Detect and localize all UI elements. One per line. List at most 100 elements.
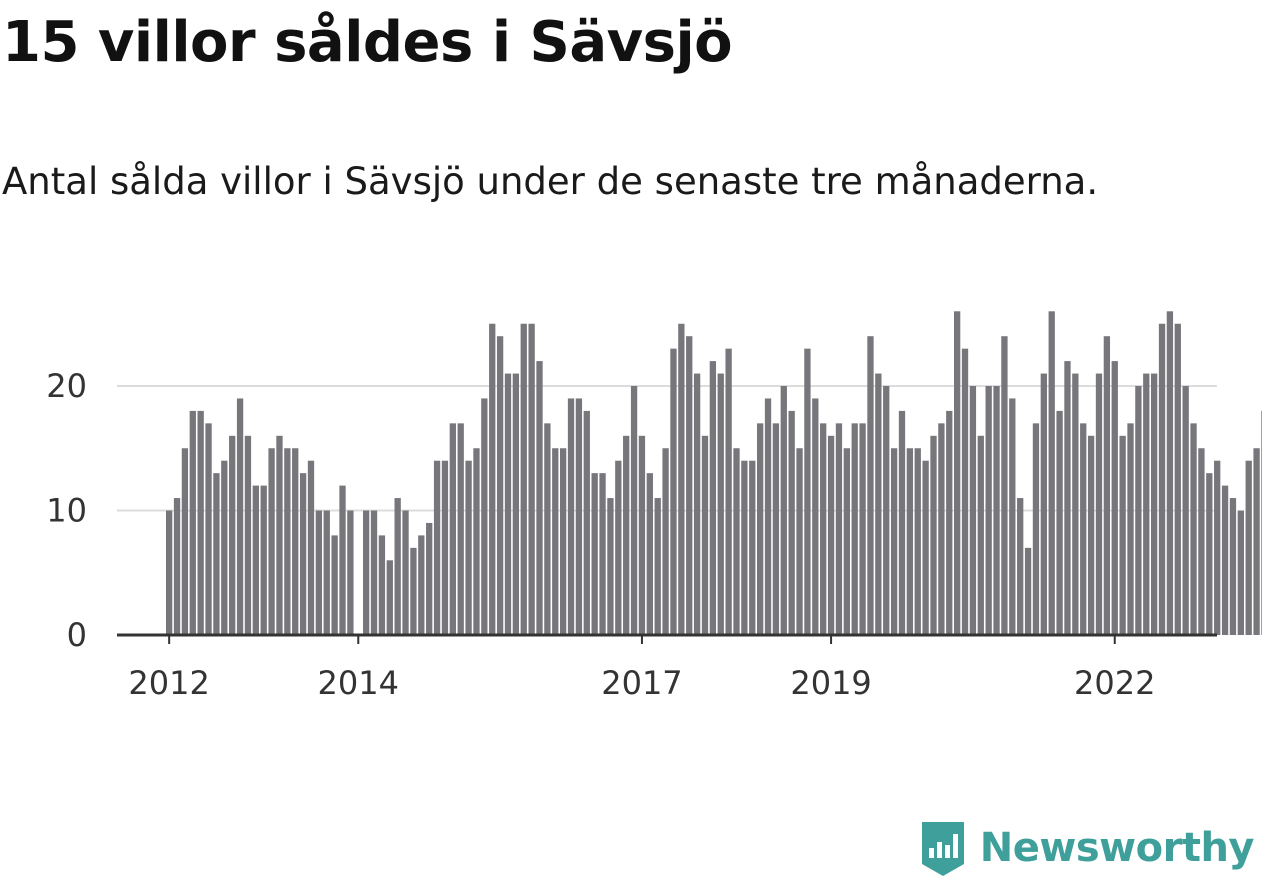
x-tick-label: 2019 [790,664,871,702]
bar [623,435,630,635]
bar [969,386,977,635]
bar [512,373,520,635]
bar [536,361,543,635]
bar [496,336,504,635]
bar [812,398,819,635]
bar [1009,398,1016,635]
newsworthy-logo-icon [921,822,964,876]
bar [520,323,527,635]
bar [213,473,220,635]
x-tick-label: 2022 [1074,664,1155,702]
bar [898,410,906,635]
chart-title: 15 villor såldes i Sävsjö [2,10,733,75]
bar [938,423,945,635]
bar [1151,373,1158,635]
bar [528,323,535,635]
bar [244,435,252,635]
bar [1166,311,1174,635]
bar [607,498,614,635]
bar [985,386,992,635]
bar [599,473,606,635]
bar [236,398,244,635]
bar [946,410,953,635]
bar [449,423,456,635]
bar [867,336,874,635]
bar [544,423,551,635]
y-tick-label: 0 [67,616,87,654]
bar [961,348,969,635]
bar [1087,435,1095,635]
bar [1095,373,1103,635]
bar [1221,485,1229,635]
bar [583,410,590,635]
bar [741,460,748,635]
bar [678,323,685,635]
bar [1182,386,1189,635]
bar [796,448,803,635]
bar [181,448,189,635]
bar [670,348,677,635]
bar [1056,410,1063,635]
bar [780,386,787,635]
bar [284,448,291,635]
bar [820,423,827,635]
bar [890,448,898,635]
bar [1127,423,1134,635]
bar [276,435,283,635]
bar [307,460,315,635]
bar [205,423,212,635]
bar [638,435,646,635]
bar [363,510,370,635]
bar [552,448,559,635]
bar [772,423,780,635]
bar [1080,423,1087,635]
bar [725,348,732,635]
bar [331,535,338,635]
bar [1040,373,1047,635]
bar [930,435,937,635]
bar [804,348,811,635]
bar [410,547,417,635]
bar [1017,498,1024,635]
bar [292,448,299,635]
bar [654,498,661,635]
bar [764,398,772,635]
bar [260,485,267,635]
bar [1135,386,1142,635]
bar [481,398,488,635]
bars [166,311,1262,635]
bar [418,535,425,635]
bar [646,473,653,635]
bar [166,510,173,635]
bar [229,435,236,635]
bar [1111,361,1118,635]
chart-subtitle: Antal sålda villor i Sävsjö under de sen… [2,160,1099,203]
bar [1237,510,1244,635]
bar [189,410,196,635]
bar [489,323,496,635]
bar [1119,435,1126,635]
bar [693,373,701,635]
bar [1174,323,1181,635]
bar [1206,473,1213,635]
bar [1064,361,1071,635]
bar [441,460,449,635]
bar [1001,336,1008,635]
bar [1072,373,1079,635]
bar [1024,547,1032,635]
newsworthy-logo: Newsworthy [918,818,1255,878]
bar [993,386,1000,635]
bar [1048,311,1055,635]
bar [757,423,764,635]
bar [1103,336,1111,635]
bar [433,460,441,635]
bar [717,373,724,635]
bar [347,510,354,635]
bar [560,448,567,635]
bar [339,485,346,635]
y-axis-labels: 0 10 20 [46,367,87,654]
bar [370,510,378,635]
bar [386,560,393,635]
bar [615,460,622,635]
brand-name: Newsworthy [979,825,1255,871]
